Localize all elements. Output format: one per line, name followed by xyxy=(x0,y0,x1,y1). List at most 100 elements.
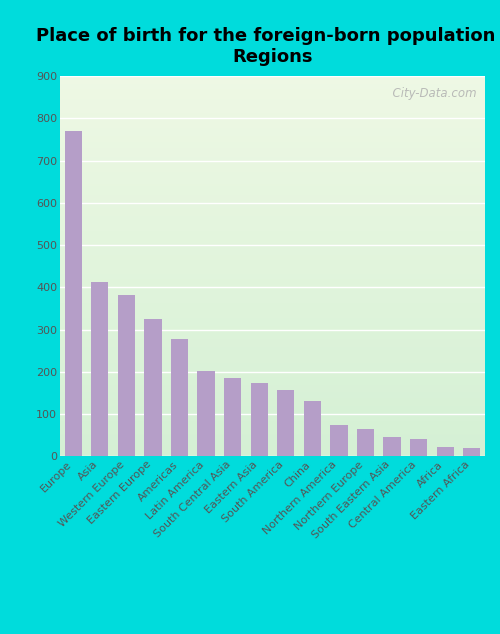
Bar xyxy=(60,138,485,139)
Bar xyxy=(60,133,485,134)
Bar xyxy=(60,112,485,113)
Bar xyxy=(60,153,485,155)
Bar xyxy=(60,157,485,158)
Bar xyxy=(60,131,485,132)
Bar xyxy=(60,188,485,189)
Bar xyxy=(60,284,485,285)
Bar xyxy=(60,364,485,365)
Bar xyxy=(60,145,485,146)
Bar xyxy=(60,231,485,232)
Bar xyxy=(60,79,485,80)
Bar xyxy=(60,212,485,213)
Bar xyxy=(60,336,485,337)
Bar xyxy=(60,96,485,98)
Bar xyxy=(60,158,485,160)
Bar xyxy=(60,155,485,156)
Bar xyxy=(60,318,485,320)
Bar xyxy=(60,101,485,103)
Bar xyxy=(60,180,485,181)
Bar xyxy=(60,434,485,435)
Bar xyxy=(60,436,485,437)
Bar xyxy=(60,316,485,317)
Bar xyxy=(60,105,485,107)
Bar xyxy=(60,175,485,176)
Bar xyxy=(60,424,485,425)
Bar xyxy=(60,221,485,222)
Bar xyxy=(60,289,485,290)
Bar xyxy=(60,179,485,180)
Bar xyxy=(60,233,485,235)
Bar xyxy=(60,373,485,374)
Bar xyxy=(60,236,485,237)
Bar xyxy=(60,82,485,84)
Bar xyxy=(60,77,485,79)
Bar xyxy=(60,84,485,85)
Bar xyxy=(60,238,485,240)
Bar xyxy=(60,369,485,370)
Bar xyxy=(60,292,485,293)
Bar xyxy=(60,411,485,412)
Bar xyxy=(60,375,485,377)
Bar xyxy=(60,271,485,273)
Bar xyxy=(60,370,485,372)
Bar xyxy=(60,269,485,270)
Bar xyxy=(60,240,485,241)
Bar xyxy=(60,80,485,81)
Bar xyxy=(60,262,485,264)
Bar xyxy=(60,132,485,133)
Bar xyxy=(60,254,485,255)
Bar xyxy=(60,189,485,190)
Bar xyxy=(60,94,485,95)
Bar xyxy=(60,208,485,209)
Bar xyxy=(60,251,485,252)
Bar xyxy=(60,169,485,170)
Bar xyxy=(60,222,485,223)
Bar xyxy=(60,295,485,297)
Bar xyxy=(60,345,485,346)
Bar xyxy=(60,358,485,359)
Bar xyxy=(60,360,485,361)
Bar xyxy=(60,383,485,384)
Bar xyxy=(60,143,485,145)
Bar xyxy=(60,247,485,249)
Bar xyxy=(60,418,485,420)
Bar xyxy=(60,396,485,397)
Bar xyxy=(60,312,485,313)
Bar xyxy=(60,451,485,453)
Bar xyxy=(60,431,485,432)
Text: City-Data.com: City-Data.com xyxy=(385,87,476,101)
Bar xyxy=(436,447,454,456)
Bar xyxy=(60,430,485,431)
Bar xyxy=(60,416,485,417)
Bar xyxy=(60,230,485,231)
Bar xyxy=(60,86,485,87)
Bar xyxy=(60,122,485,123)
Bar xyxy=(60,397,485,398)
Bar xyxy=(60,398,485,399)
Bar xyxy=(60,134,485,136)
Bar xyxy=(60,351,485,353)
Bar xyxy=(60,384,485,385)
Bar xyxy=(60,126,485,127)
Bar xyxy=(60,421,485,422)
Bar xyxy=(60,227,485,228)
Bar xyxy=(60,256,485,257)
Bar xyxy=(60,321,485,322)
Bar xyxy=(60,331,485,332)
Bar xyxy=(60,226,485,227)
Bar xyxy=(60,191,485,193)
Bar xyxy=(60,377,485,378)
Bar xyxy=(60,246,485,247)
Bar xyxy=(60,266,485,268)
Bar xyxy=(60,391,485,392)
Bar xyxy=(60,200,485,202)
Bar xyxy=(60,210,485,212)
Bar xyxy=(60,393,485,394)
Bar xyxy=(60,255,485,256)
Bar xyxy=(60,408,485,410)
Bar xyxy=(60,232,485,233)
Bar xyxy=(60,341,485,342)
Bar xyxy=(60,99,485,100)
Bar xyxy=(60,402,485,403)
Bar xyxy=(60,388,485,389)
